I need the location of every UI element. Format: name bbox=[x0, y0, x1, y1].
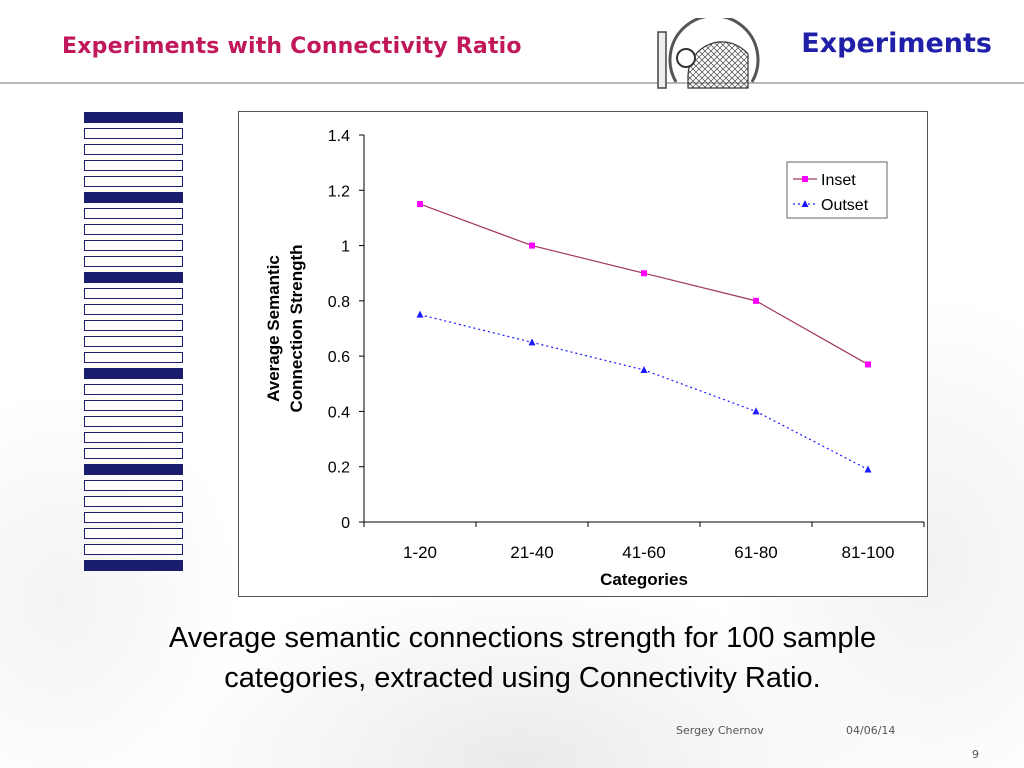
sidebar-bar bbox=[84, 336, 183, 347]
data-point-outset bbox=[416, 310, 424, 318]
sidebar-bar bbox=[84, 160, 183, 171]
series-line-inset bbox=[419, 203, 869, 365]
data-point-outset bbox=[864, 465, 872, 473]
header-divider bbox=[0, 82, 1024, 84]
data-point-inset bbox=[417, 201, 423, 208]
legend-label: Inset bbox=[821, 172, 856, 189]
y-tick-label: 0 bbox=[341, 515, 350, 532]
sidebar-bar bbox=[84, 112, 183, 123]
sidebar-bar bbox=[84, 224, 183, 235]
data-point-outset bbox=[528, 338, 536, 346]
y-tick-label: 1.4 bbox=[328, 128, 350, 145]
footer-author: Sergey Chernov bbox=[676, 724, 764, 737]
line-chart: 0 0.2 0.4 0.6 0.8 1 1.2 1.4 1-20 21-40 41-60 61-80 8… bbox=[264, 128, 925, 589]
y-tick-label: 0.6 bbox=[328, 349, 350, 366]
series-line-outset bbox=[419, 314, 869, 471]
data-point-inset bbox=[529, 242, 535, 249]
footer-date: 04/06/14 bbox=[846, 724, 896, 737]
data-point-inset bbox=[641, 270, 647, 277]
y-tick-label: 1 bbox=[341, 239, 350, 256]
y-tick-label: 0.8 bbox=[328, 294, 350, 311]
legend-swatch-marker bbox=[801, 200, 809, 207]
sidebar-bar bbox=[84, 480, 183, 491]
globe-logo-icon bbox=[657, 18, 760, 89]
x-tick-label: 1-20 bbox=[403, 543, 437, 562]
sidebar-bar bbox=[84, 368, 183, 379]
legend-box bbox=[786, 161, 888, 219]
sidebar-bar bbox=[84, 128, 183, 139]
x-tick-label: 21-40 bbox=[510, 543, 553, 562]
sidebar-bar bbox=[84, 560, 183, 571]
sidebar-bar bbox=[84, 320, 183, 331]
sidebar-bar bbox=[84, 352, 183, 363]
sidebar-bar bbox=[84, 176, 183, 187]
sidebar-bar bbox=[84, 528, 183, 539]
y-tick-label: 1.2 bbox=[328, 183, 350, 200]
sidebar-decoration bbox=[84, 112, 183, 576]
x-tick-label: 81-100 bbox=[842, 543, 895, 562]
sidebar-bar bbox=[84, 304, 183, 315]
sidebar-bar bbox=[84, 448, 183, 459]
sidebar-bar bbox=[84, 544, 183, 555]
y-axis-label-continued: Connection Strength bbox=[287, 244, 306, 412]
sidebar-bar bbox=[84, 208, 183, 219]
sidebar-bar bbox=[84, 288, 183, 299]
sidebar-bar bbox=[84, 384, 183, 395]
chart-frame: 0 0.2 0.4 0.6 0.8 1 1.2 1.4 1-20 21-40 41-60 61-80 8… bbox=[238, 111, 928, 597]
sidebar-bar bbox=[84, 144, 183, 155]
sidebar-bar bbox=[84, 192, 183, 203]
sidebar-bar bbox=[84, 400, 183, 411]
sidebar-bar bbox=[84, 256, 183, 267]
data-point-outset bbox=[752, 407, 760, 415]
x-axis-label: Categories bbox=[600, 570, 688, 589]
y-axis-label: Average Semantic bbox=[264, 255, 283, 402]
sidebar-bar bbox=[84, 272, 183, 283]
legend-label: Outset bbox=[821, 197, 869, 214]
sidebar-bar bbox=[84, 432, 183, 443]
sidebar-bar bbox=[84, 240, 183, 251]
sidebar-bar bbox=[84, 496, 183, 507]
y-tick-label: 0.2 bbox=[328, 460, 350, 477]
data-point-inset bbox=[753, 297, 759, 304]
slide-caption: Average semantic connections strength fo… bbox=[168, 622, 877, 694]
data-point-inset bbox=[865, 361, 871, 368]
sidebar-bar bbox=[84, 464, 183, 475]
section-label: Experiments bbox=[801, 28, 992, 59]
data-point-outset bbox=[640, 365, 648, 373]
x-tick-label: 41-60 bbox=[622, 543, 665, 562]
page-title: Experiments with Connectivity Ratio bbox=[62, 34, 522, 59]
sidebar-bar bbox=[84, 512, 183, 523]
sidebar-bar bbox=[84, 416, 183, 427]
x-tick-label: 61-80 bbox=[734, 543, 777, 562]
legend-swatch-marker bbox=[802, 176, 808, 182]
page-number: 9 bbox=[972, 748, 979, 761]
y-tick-label: 0.4 bbox=[328, 404, 350, 421]
